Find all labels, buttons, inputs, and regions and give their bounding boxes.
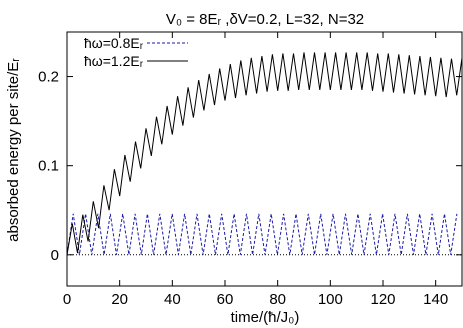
x-tick-label: 120 <box>370 291 395 308</box>
series-line-1 <box>66 213 458 255</box>
x-tick-label: 40 <box>164 291 181 308</box>
y-tick-label: 0.1 <box>38 158 59 175</box>
x-tick-label: 0 <box>63 291 71 308</box>
x-tick-label: 60 <box>217 291 234 308</box>
y-tick-label: 0 <box>51 247 59 264</box>
y-axis-label: absorbed energy per site/Eᵣ <box>5 58 22 242</box>
y-tick-label: 0.2 <box>38 69 59 86</box>
x-tick-label: 100 <box>318 291 343 308</box>
x-axis-label: time/(ħ/J₀) <box>231 309 300 326</box>
legend-label-1: ħω=0.8Eᵣ <box>84 35 144 51</box>
plot-area: 0 20 40 60 80 100 120 140 0 0.1 0.2 ħω=0.8Eᵣ ħω=1.2E… <box>38 31 463 308</box>
chart-title: V₀ = 8Eᵣ ,δV=0.2, L=32, N=32 <box>166 11 364 28</box>
x-tick-label: 20 <box>111 291 128 308</box>
x-tick-label: 140 <box>423 291 448 308</box>
legend-label-2: ħω=1.2Eᵣ <box>84 53 144 69</box>
series-line-2 <box>66 52 463 255</box>
plot-frame <box>66 31 463 287</box>
x-tick-label: 80 <box>269 291 286 308</box>
